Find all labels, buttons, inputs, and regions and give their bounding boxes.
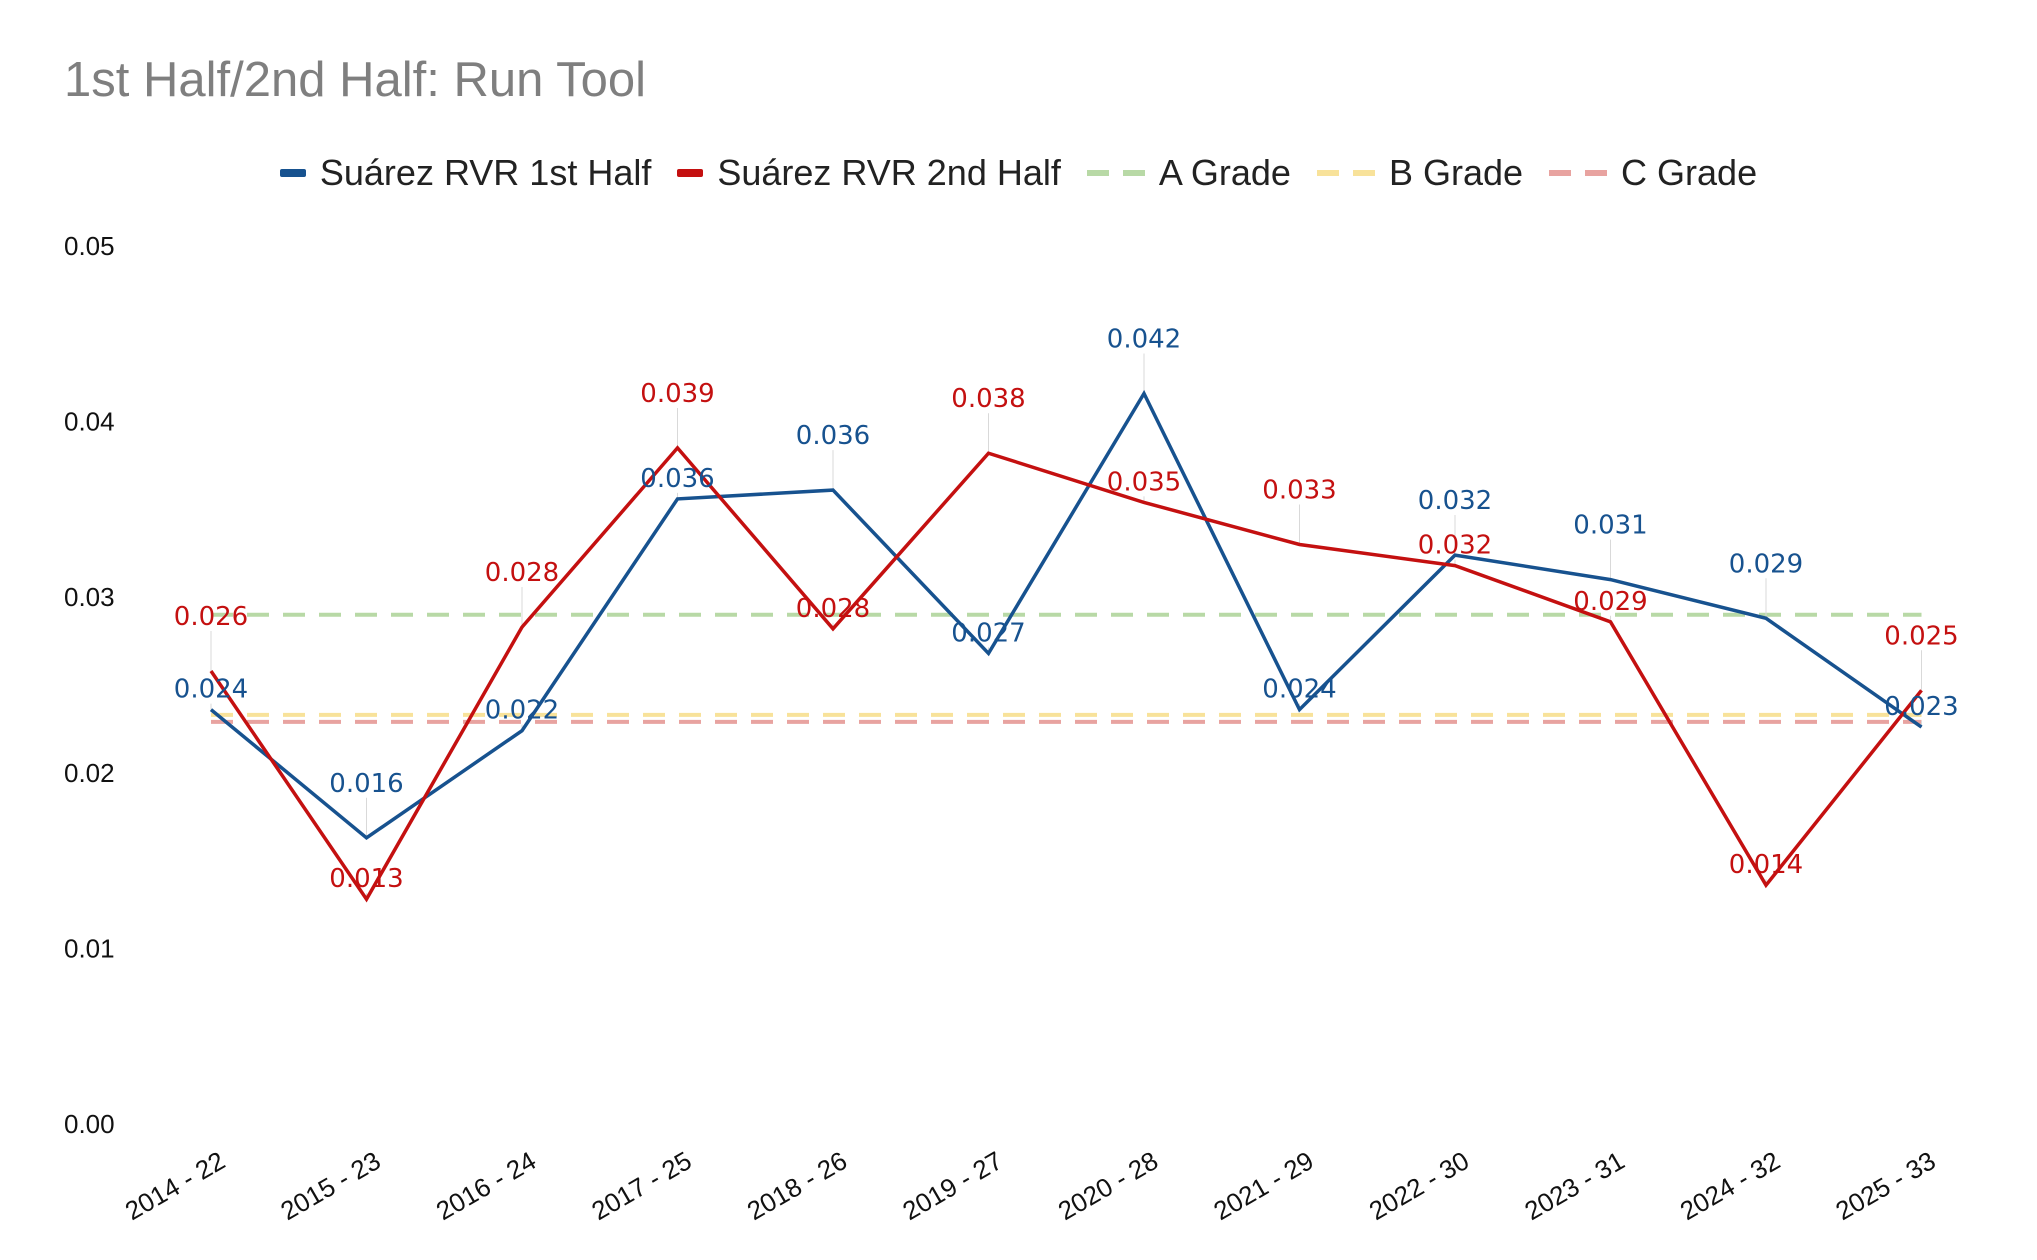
- data-label-suarez-rvr-2nd-half: 0.032: [1418, 531, 1492, 561]
- data-label-suarez-rvr-2nd-half: 0.029: [1573, 587, 1647, 617]
- legend-label-suarez-rvr-2nd-half: Suárez RVR 2nd Half: [717, 152, 1061, 193]
- data-label-suarez-rvr-2nd-half: 0.035: [1107, 467, 1181, 497]
- legend-label-a-grade: A Grade: [1158, 152, 1291, 193]
- legend-label-b-grade: B Grade: [1388, 152, 1524, 193]
- x-tick-label: 2024 - 32: [1675, 1145, 1785, 1226]
- x-tick-label: 2022 - 30: [1364, 1145, 1474, 1226]
- data-label-suarez-rvr-1st-half: 0.024: [174, 675, 248, 705]
- legend-item-c-grade: C Grade: [1549, 152, 1757, 194]
- data-label-suarez-rvr-1st-half: 0.024: [1262, 675, 1336, 705]
- series-lines: [209, 389, 1923, 903]
- legend-item-suarez-rvr-1st-half: Suárez RVR 1st Half: [279, 152, 652, 194]
- x-tick-label: 2025 - 33: [1830, 1145, 1940, 1226]
- y-tick-label: 0.04: [64, 407, 115, 437]
- data-label-suarez-rvr-1st-half: 0.036: [640, 464, 714, 494]
- y-tick-label: 0.02: [64, 758, 115, 788]
- legend-swatch-a-grade: [1086, 170, 1145, 176]
- x-tick-label: 2014 - 22: [120, 1145, 230, 1226]
- y-tick-label: 0.05: [64, 231, 115, 261]
- x-tick-label: 2019 - 27: [897, 1145, 1007, 1226]
- legend-item-a-grade: A Grade: [1086, 152, 1291, 194]
- legend: Suárez RVR 1st Half Suárez RVR 2nd Half A …: [0, 148, 2037, 198]
- x-tick-label: 2023 - 31: [1519, 1145, 1629, 1226]
- y-tick-label: 0.00: [64, 1109, 115, 1139]
- x-tick-label: 2021 - 29: [1208, 1145, 1318, 1226]
- x-tick-label: 2015 - 23: [275, 1145, 385, 1226]
- legend-label-c-grade: C Grade: [1621, 152, 1758, 193]
- label-leaders: [210, 353, 1922, 900]
- chart-title: 1st Half/2nd Half: Run Tool: [64, 53, 646, 107]
- data-label-suarez-rvr-2nd-half: 0.025: [1884, 621, 1958, 651]
- series-line-suarez-rvr-1st-half: [209, 389, 1923, 840]
- data-label-suarez-rvr-2nd-half: 0.028: [485, 558, 559, 588]
- data-labels: 0.026 0.024 0.016 0.013 0.028 0.022 0.039 0.036…: [174, 325, 1959, 895]
- data-label-suarez-rvr-1st-half: 0.027: [951, 618, 1025, 648]
- x-tick-label: 2018 - 26: [742, 1145, 852, 1226]
- x-axis: 2014 - 22 2015 - 23 2016 - 24 2017 - 25 2018…: [120, 1145, 1941, 1226]
- x-tick-label: 2020 - 28: [1053, 1145, 1163, 1226]
- legend-swatch-b-grade: [1316, 170, 1375, 176]
- y-tick-label: 0.03: [64, 582, 115, 612]
- legend-item-suarez-rvr-2nd-half: Suárez RVR 2nd Half: [677, 152, 1061, 194]
- series-line-suarez-rvr-2nd-half: [209, 445, 1923, 903]
- reference-lines: [211, 612, 1922, 724]
- data-label-suarez-rvr-1st-half: 0.042: [1107, 325, 1181, 355]
- x-tick-label: 2017 - 25: [586, 1145, 696, 1226]
- data-label-suarez-rvr-2nd-half: 0.039: [640, 379, 714, 409]
- legend-swatch-suarez-rvr-2nd-half: [677, 169, 704, 177]
- y-tick-label: 0.01: [64, 933, 115, 963]
- data-label-suarez-rvr-1st-half: 0.023: [1884, 692, 1958, 722]
- data-label-suarez-rvr-1st-half: 0.022: [485, 696, 559, 726]
- legend-label-suarez-rvr-1st-half: Suárez RVR 1st Half: [319, 152, 652, 193]
- data-label-suarez-rvr-1st-half: 0.032: [1418, 486, 1492, 516]
- data-label-suarez-rvr-1st-half: 0.031: [1573, 511, 1647, 541]
- data-label-suarez-rvr-1st-half: 0.036: [796, 421, 870, 451]
- data-label-suarez-rvr-2nd-half: 0.038: [951, 384, 1025, 414]
- data-label-suarez-rvr-2nd-half: 0.026: [174, 602, 248, 632]
- x-tick-label: 2016 - 24: [431, 1145, 541, 1226]
- data-label-suarez-rvr-2nd-half: 0.014: [1729, 850, 1803, 880]
- data-label-suarez-rvr-1st-half: 0.029: [1729, 549, 1803, 579]
- legend-swatch-c-grade: [1549, 170, 1608, 176]
- data-label-suarez-rvr-2nd-half: 0.028: [796, 594, 870, 624]
- data-label-suarez-rvr-1st-half: 0.016: [329, 769, 403, 799]
- data-label-suarez-rvr-2nd-half: 0.033: [1262, 476, 1336, 506]
- legend-swatch-suarez-rvr-1st-half: [279, 169, 306, 177]
- data-label-suarez-rvr-2nd-half: 0.013: [329, 864, 403, 894]
- y-axis: 0.00 0.01 0.02 0.03 0.04 0.05: [64, 231, 115, 1139]
- legend-item-b-grade: B Grade: [1316, 152, 1524, 194]
